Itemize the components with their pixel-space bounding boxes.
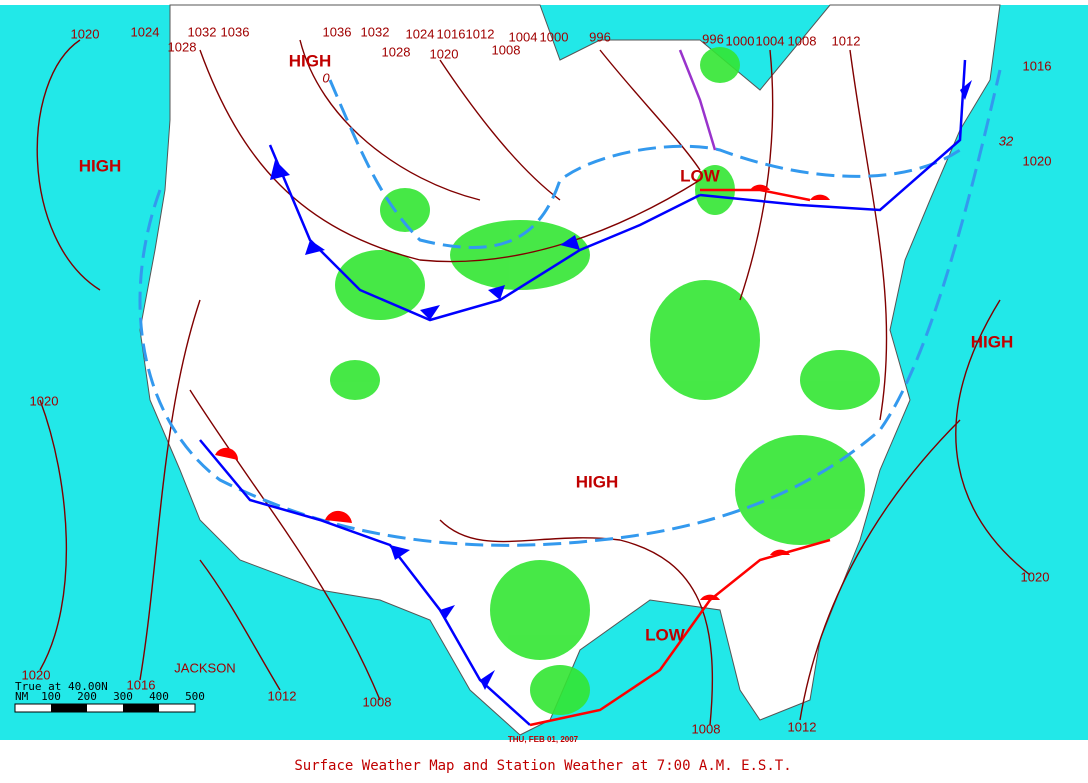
map-date: THU, FEB 01, 2007 — [508, 735, 579, 744]
scale-box — [14, 703, 196, 713]
isobar-label: 1016 — [127, 677, 156, 692]
warm-front-symbols — [215, 184, 830, 600]
place-label: JACKSON — [174, 660, 235, 675]
isobars — [36, 39, 1031, 726]
isobar-label: 1020 — [1023, 153, 1052, 168]
isobar-label: 1008 — [492, 42, 521, 57]
pressure-center: HIGH — [576, 472, 619, 491]
pressure-center: LOW — [680, 166, 721, 185]
isobar-label: 1012 — [268, 688, 297, 703]
scale-tick-label: 200 — [77, 690, 97, 703]
isotherm-label: 0 — [322, 70, 330, 85]
isobar-label: 1004 — [756, 33, 785, 48]
map-caption: Surface Weather Map and Station Weather … — [294, 758, 791, 774]
pressure-center: HIGH — [971, 332, 1014, 351]
scale-tick-label: 400 — [149, 690, 169, 703]
isobar-label: 1008 — [363, 694, 392, 709]
isobar-label: 1032 — [361, 24, 390, 39]
isobar-label: 1028 — [168, 39, 197, 54]
isobar-label: 1012 — [788, 719, 817, 734]
isobar-label: 1036 — [221, 24, 250, 39]
isobar-label: 996 — [589, 29, 611, 44]
isotherms — [138, 69, 1002, 547]
pressure-center: HIGH — [79, 156, 122, 175]
scale-title: True at 40.00N — [15, 680, 108, 693]
isotherm-label: 32 — [999, 133, 1014, 148]
scale-segment — [51, 704, 87, 712]
scale-tick-label: 300 — [113, 690, 133, 703]
isobar-label: 1024 — [406, 26, 435, 41]
precipitation — [330, 47, 880, 715]
isobar-label: 1036 — [323, 24, 352, 39]
isobar-label: 1020 — [22, 667, 51, 682]
scale-tick-label: 100 — [41, 690, 61, 703]
scale-segment — [123, 704, 159, 712]
isobar-label: 1012 — [466, 26, 495, 41]
scale-unit: NM — [15, 690, 29, 703]
isobar-label: 1020 — [1021, 569, 1050, 584]
isobar-label: 1016 — [1023, 58, 1052, 73]
isobar-label: 1012 — [832, 33, 861, 48]
isobar-label: 1008 — [788, 33, 817, 48]
isobar-label: 1028 — [382, 44, 411, 59]
isobar-label: 1016 — [437, 26, 466, 41]
isobar-label: 1008 — [692, 721, 721, 736]
isobar-label: 1032 — [188, 24, 217, 39]
scale-bar: True at 40.00N NM — [14, 680, 196, 713]
isobar-label: 996 — [702, 31, 724, 46]
isobar-label: 1004 — [509, 29, 538, 44]
isobar-label: 1020 — [430, 46, 459, 61]
isobar-label: 1020 — [71, 26, 100, 41]
isobar-label: 1024 — [131, 24, 160, 39]
isobar-label: 1020 — [30, 393, 59, 408]
pressure-center: LOW — [645, 625, 686, 644]
cold-front-symbols — [270, 80, 972, 690]
isobar-label: 1000 — [726, 33, 755, 48]
pressure-center: HIGH — [289, 51, 332, 70]
isobar-label: 1000 — [540, 29, 569, 44]
scale-tick-label: 500 — [185, 690, 205, 703]
